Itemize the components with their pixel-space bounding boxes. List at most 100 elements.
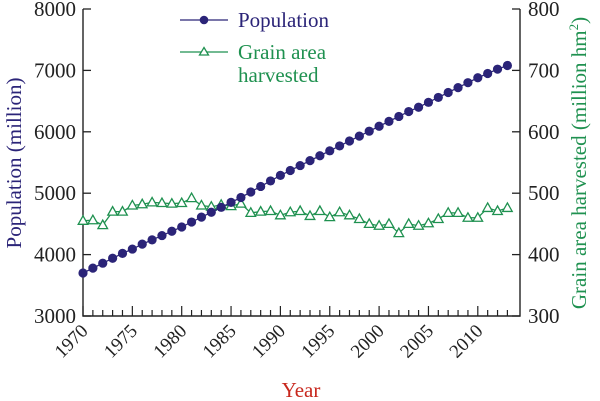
axis-frame xyxy=(82,9,521,317)
grain-point xyxy=(452,206,464,217)
y2-tick-label: 400 xyxy=(528,243,560,267)
grain-point xyxy=(274,208,287,220)
grain-point xyxy=(343,208,356,220)
y-axis-label: Population (million) xyxy=(2,78,26,249)
population-point xyxy=(354,131,364,141)
x-axis-label: Year xyxy=(282,378,321,401)
population-line xyxy=(82,64,508,274)
x-tick-label: 2005 xyxy=(396,321,438,363)
grain-point xyxy=(284,205,297,217)
x-tick-label: 1980 xyxy=(150,321,192,363)
grain-point xyxy=(175,196,188,208)
grain-point xyxy=(442,206,455,217)
population-point xyxy=(127,244,137,254)
population-point xyxy=(374,121,384,131)
x-tick-label: 2010 xyxy=(446,321,488,363)
grain-point xyxy=(254,205,267,216)
grain-point xyxy=(432,212,445,224)
population-point xyxy=(88,263,98,273)
grain-point xyxy=(146,196,159,207)
x-tick-label: 1975 xyxy=(100,321,142,363)
grain-point xyxy=(363,217,376,229)
population-point xyxy=(186,217,197,227)
grain-point xyxy=(96,218,109,230)
population-point xyxy=(413,102,424,112)
grain-point xyxy=(402,217,415,229)
grain-point xyxy=(373,219,386,230)
grain-point xyxy=(235,197,247,208)
population-point xyxy=(256,181,266,192)
y-tick-label: 3000 xyxy=(34,304,76,328)
grain-point xyxy=(383,217,395,229)
grain-point xyxy=(294,204,307,216)
population-point xyxy=(265,176,276,186)
population-point xyxy=(315,151,325,161)
x-tick-label: 1990 xyxy=(248,321,290,363)
population-point xyxy=(433,92,443,103)
x-tick-label: 2000 xyxy=(347,321,389,363)
y2-axis-label-close: ) xyxy=(567,17,591,24)
population-point xyxy=(78,268,88,278)
grain-point xyxy=(185,191,198,203)
legend: Population Grain area harvested xyxy=(180,8,330,87)
grain-point xyxy=(304,209,316,221)
y2-tick-label: 600 xyxy=(528,120,560,144)
grain-point xyxy=(333,205,346,217)
population-point xyxy=(206,207,216,217)
population-point xyxy=(216,202,226,212)
y2-axis-label-main: Grain area harvested (million hm xyxy=(567,30,591,309)
population-point xyxy=(117,248,128,258)
population-point xyxy=(492,64,503,74)
population-point xyxy=(502,60,513,71)
population-point xyxy=(147,235,157,245)
population-point xyxy=(177,222,187,232)
grain-point xyxy=(244,206,257,217)
population-point xyxy=(463,78,473,88)
grain-point xyxy=(353,212,366,224)
population-point xyxy=(443,87,453,98)
grain-point xyxy=(313,204,326,216)
y2-tick-label: 500 xyxy=(528,181,560,205)
grain-point xyxy=(422,216,435,228)
grain-point xyxy=(126,199,139,210)
grain-point xyxy=(392,226,405,238)
legend-population-label: Population xyxy=(238,8,330,32)
grain-point xyxy=(264,204,277,216)
population-point xyxy=(226,197,236,208)
population-point xyxy=(246,187,256,197)
population-point xyxy=(404,106,414,117)
population-point xyxy=(285,165,295,176)
population-point xyxy=(295,160,305,171)
y2-tick-label: 800 xyxy=(528,0,560,21)
legend-grain-marker xyxy=(198,46,210,56)
grain-point xyxy=(462,211,474,222)
population-point xyxy=(344,136,355,146)
population-point xyxy=(305,156,315,166)
grain-point xyxy=(195,199,208,210)
grain-point xyxy=(471,211,484,222)
grain-point xyxy=(156,196,168,208)
grain-point xyxy=(412,219,425,230)
population-point xyxy=(483,68,493,79)
legend-population-marker xyxy=(199,15,209,25)
series-population xyxy=(78,60,513,278)
x-tick-label: 1995 xyxy=(298,321,340,363)
y2-axis-label: Grain area harvested (million hm2) xyxy=(566,17,591,309)
population-point xyxy=(157,230,167,241)
y-tick-label: 5000 xyxy=(34,181,76,205)
series-grain-area xyxy=(77,191,514,238)
population-point xyxy=(364,126,374,136)
grain-point xyxy=(165,197,178,208)
population-point xyxy=(275,170,285,180)
grain-point xyxy=(106,205,119,216)
grain-point xyxy=(116,205,129,216)
axes: 3000 4000 5000 6000 7000 8000 300 400 500 600 700 8… xyxy=(34,0,560,362)
grain-point xyxy=(136,197,149,209)
grain-point xyxy=(323,210,336,222)
grain-point xyxy=(491,204,504,216)
population-point xyxy=(98,258,108,268)
population-point xyxy=(423,97,434,107)
grain-point xyxy=(501,201,514,213)
legend-grain-label-line2: harvested xyxy=(238,63,319,87)
